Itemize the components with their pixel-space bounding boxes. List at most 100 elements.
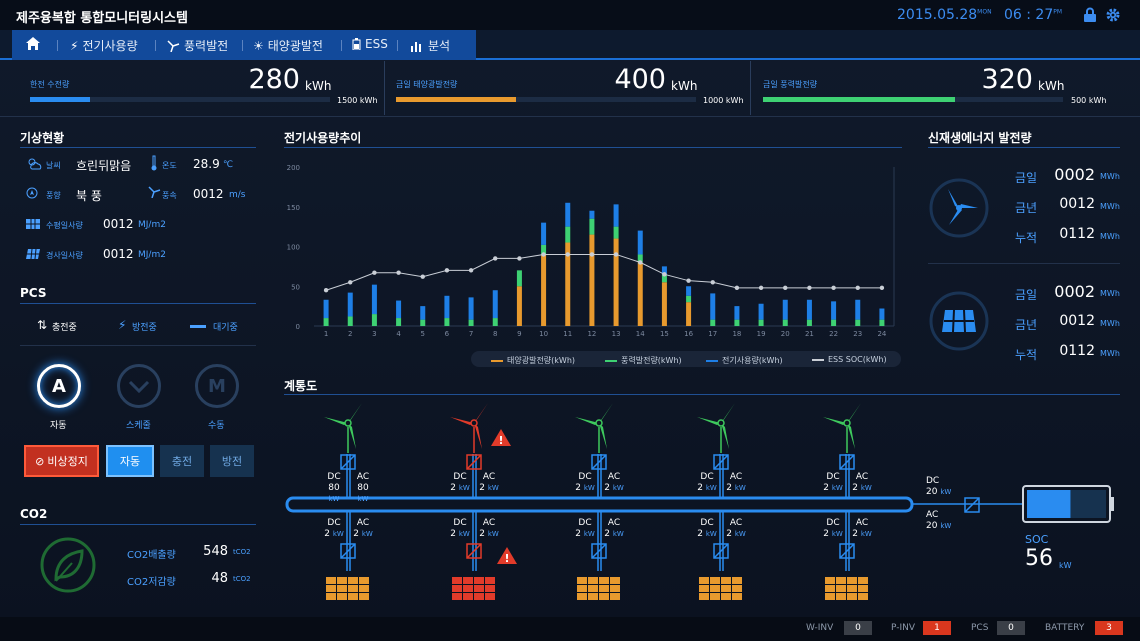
- soc-point: [710, 280, 715, 285]
- kpi-progress: [763, 97, 1063, 102]
- status-pinv-count[interactable]: 1: [923, 621, 951, 635]
- soc-point: [517, 256, 522, 261]
- nav-label: 태양광발전: [267, 39, 323, 53]
- horizontal-irradiance-label: 수평일사량: [46, 221, 83, 230]
- discharge-button[interactable]: 방전: [210, 445, 254, 477]
- panel-cell: [721, 585, 731, 592]
- ac-reading: AC 2 kW: [726, 472, 746, 493]
- nav-item-solar[interactable]: ☀ 태양광발전: [253, 37, 323, 54]
- chart-bar: [492, 290, 498, 319]
- charging-icon: ⇅: [37, 318, 48, 332]
- status-winv-count[interactable]: 0: [844, 621, 872, 635]
- solar-panel-icon: [825, 577, 868, 600]
- mode-manual-label: 수동: [208, 421, 225, 431]
- kpi-label: 금일 풍력발전량: [763, 80, 818, 89]
- wind-turbine-icon: [697, 403, 735, 453]
- battery-icon: [352, 38, 361, 50]
- diagram-title: 계통도: [284, 379, 318, 393]
- kw-unit: kW: [940, 522, 952, 530]
- panel-cell: [721, 577, 731, 584]
- x-tick-label: 11: [563, 330, 572, 338]
- lock-icon[interactable]: [1083, 7, 1097, 23]
- kpi-unit: kWh: [305, 79, 332, 93]
- mode-auto-button[interactable]: A: [37, 364, 81, 408]
- wind-turbine-icon: [575, 403, 613, 453]
- section-divider: [284, 394, 1120, 395]
- inverter-icon: [591, 454, 607, 470]
- panel-cell: [348, 585, 358, 592]
- chart-bar: [661, 282, 667, 326]
- wind-speed-value: 0012: [193, 187, 224, 201]
- panel-cell: [710, 585, 720, 592]
- soc-point: [323, 288, 329, 293]
- gear-icon[interactable]: [1105, 7, 1121, 23]
- x-tick-label: 13: [612, 330, 621, 338]
- charge-button[interactable]: 충전: [160, 445, 204, 477]
- chart-bar: [468, 297, 474, 320]
- kpi-unit: kWh: [671, 79, 698, 93]
- panel-cell: [732, 585, 742, 592]
- status-pinv-label: P-INV: [891, 623, 916, 633]
- chart-bar: [541, 244, 547, 255]
- nav-item-ess[interactable]: ESS: [352, 37, 388, 51]
- soc-point: [396, 270, 401, 275]
- chart-bar: [589, 234, 595, 326]
- battery-terminal: [1110, 497, 1114, 511]
- bar-chart-icon: [411, 41, 421, 52]
- auto-button[interactable]: 자동: [106, 445, 154, 477]
- panel-cell: [610, 593, 620, 600]
- dc-reading: DC 2 kW: [324, 518, 344, 539]
- panel-cell: [588, 577, 598, 584]
- soc-point: [855, 285, 860, 291]
- ac-reading: AC 2 kW: [604, 518, 624, 539]
- section-divider: [928, 147, 1120, 148]
- wind-turbine-icon: [929, 178, 989, 238]
- chart-bar: [565, 226, 571, 243]
- kpi-max: 1000 kWh: [703, 96, 744, 105]
- wind-dir-value: 북 풍: [76, 189, 102, 203]
- ac-text: AC: [926, 510, 939, 520]
- chart-legend: [471, 351, 901, 367]
- nav-item-analysis[interactable]: 분석: [410, 37, 450, 54]
- mode-schedule-button[interactable]: [117, 364, 161, 408]
- status-battery-count[interactable]: 3: [1095, 621, 1123, 635]
- status-pcs-count[interactable]: 0: [997, 621, 1025, 635]
- chart-bar: [323, 299, 329, 319]
- x-tick-label: 24: [877, 330, 886, 338]
- inverter-icon: [466, 454, 482, 470]
- dc-text: DC: [926, 476, 940, 486]
- inverter-icon: [713, 454, 729, 470]
- nav-separator: [397, 40, 398, 51]
- soc-point: [468, 268, 474, 273]
- chart-bar: [855, 299, 861, 320]
- chart-bar: [831, 301, 837, 320]
- panel-cell: [847, 577, 857, 584]
- emergency-stop-button[interactable]: ⊘ 비상정지: [24, 445, 99, 477]
- soc-point: [879, 285, 885, 291]
- x-tick-label: 5: [421, 330, 425, 338]
- bus-bar: [285, 496, 914, 513]
- chart-bar: [879, 308, 885, 320]
- nav-item-power-usage[interactable]: ⚡ 전기사용량: [70, 37, 138, 54]
- home-icon[interactable]: [25, 36, 41, 51]
- x-tick-label: 8: [493, 330, 497, 338]
- x-tick-label: 18: [732, 330, 741, 338]
- inverter-icon: [591, 543, 607, 559]
- wind-dir-label: 풍향: [46, 191, 61, 200]
- solar-total-value: 0112: [1059, 343, 1095, 359]
- panel-cell: [326, 585, 336, 592]
- ac-reading: AC 2 kW: [852, 472, 872, 493]
- nav-item-wind[interactable]: 풍력발전: [166, 37, 228, 54]
- panel-cell: [359, 577, 369, 584]
- mode-manual-button[interactable]: M: [195, 364, 239, 408]
- mode-letter: A: [52, 375, 66, 397]
- ess-dc-label: DC 20 kW: [926, 476, 951, 498]
- nav-label: 전기사용량: [82, 39, 138, 53]
- solar-year-label: 금년: [1015, 318, 1038, 332]
- panel-cell: [847, 593, 857, 600]
- section-divider: [20, 147, 256, 148]
- chart-bar: [613, 226, 619, 239]
- sun-icon: ☀: [253, 38, 264, 53]
- solar-year-unit: MWh: [1100, 319, 1120, 328]
- panel-cell: [485, 593, 495, 600]
